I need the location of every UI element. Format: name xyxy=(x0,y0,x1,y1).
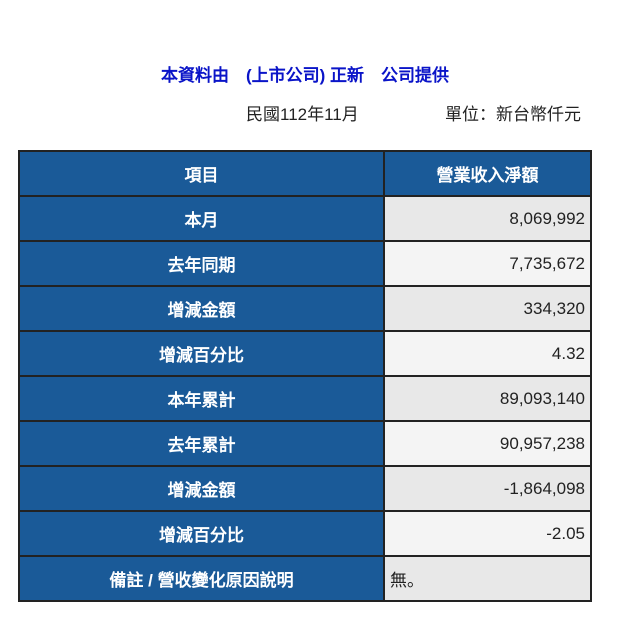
period-label: 民國112年11月 xyxy=(246,105,359,124)
row-value: 90,957,238 xyxy=(383,420,592,467)
table-row: 增減金額 334,320 xyxy=(18,285,592,332)
row-label: 增減金額 xyxy=(18,285,385,332)
row-value: 無。 xyxy=(383,555,592,602)
row-value: -2.05 xyxy=(383,510,592,557)
row-label: 本年累計 xyxy=(18,375,385,422)
row-label: 備註 / 營收變化原因說明 xyxy=(18,555,385,602)
table-row: 增減百分比 -2.05 xyxy=(18,510,592,557)
row-label: 增減百分比 xyxy=(18,510,385,557)
table-row: 本月 8,069,992 xyxy=(18,195,592,242)
column-header-revenue: 營業收入淨額 xyxy=(383,150,592,197)
row-value: 334,320 xyxy=(383,285,592,332)
table-row: 去年同期 7,735,672 xyxy=(18,240,592,287)
row-value: 89,093,140 xyxy=(383,375,592,422)
unit-label: 單位：新台幣仟元 xyxy=(445,105,581,124)
column-header-item: 項目 xyxy=(18,150,385,197)
row-value: -1,864,098 xyxy=(383,465,592,512)
row-label: 去年累計 xyxy=(18,420,385,467)
page-title: 本資料由 (上市公司) 正新 公司提供 xyxy=(160,66,450,85)
row-value: 7,735,672 xyxy=(383,240,592,287)
table-row: 增減金額 -1,864,098 xyxy=(18,465,592,512)
table-row: 去年累計 90,957,238 xyxy=(18,420,592,467)
table-row: 本年累計 89,093,140 xyxy=(18,375,592,422)
row-value: 8,069,992 xyxy=(383,195,592,242)
row-label: 增減金額 xyxy=(18,465,385,512)
table-row: 備註 / 營收變化原因說明 無。 xyxy=(18,555,592,602)
row-value: 4.32 xyxy=(383,330,592,377)
table-header-row: 項目 營業收入淨額 xyxy=(18,150,592,197)
row-label: 增減百分比 xyxy=(18,330,385,377)
row-label: 本月 xyxy=(18,195,385,242)
row-label: 去年同期 xyxy=(18,240,385,287)
revenue-table: 項目 營業收入淨額 本月 8,069,992 去年同期 7,735,672 增減金額 33… xyxy=(18,150,592,602)
table-row: 增減百分比 4.32 xyxy=(18,330,592,377)
